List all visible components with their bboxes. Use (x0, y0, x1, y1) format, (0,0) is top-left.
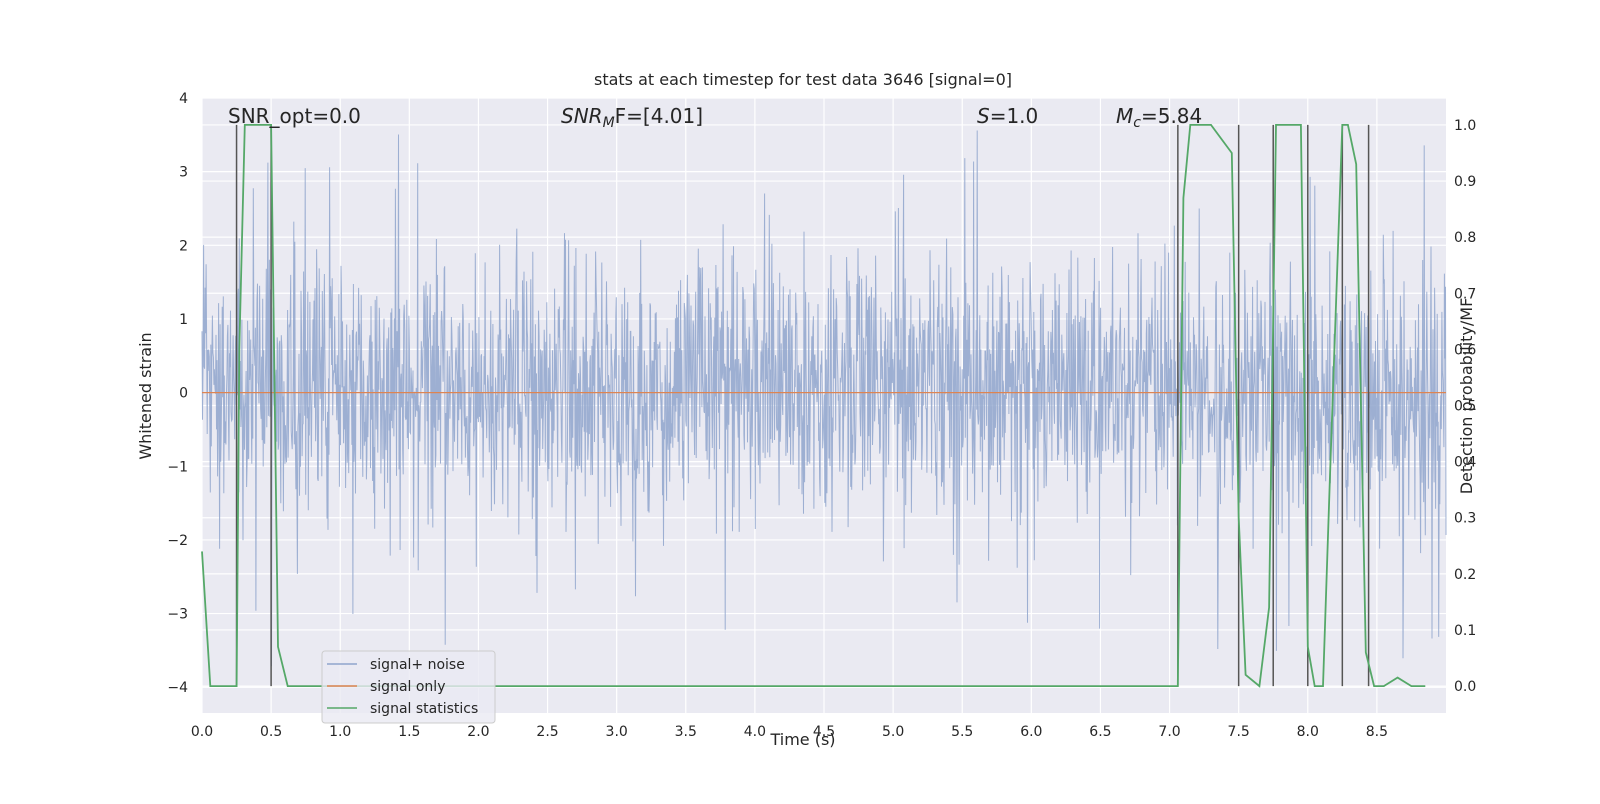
x-tick-label: 0.5 (260, 724, 282, 740)
x-tick-label: 5.0 (882, 724, 904, 740)
signal-statistics-line (201, 124, 1426, 688)
x-tick-label: 0.0 (191, 724, 213, 740)
legend-box (321, 650, 496, 724)
y-tick-label: 1 (179, 312, 188, 328)
y-axis-right-label: Detection probability/MF (1457, 298, 1476, 495)
tick-labels: 0.0 0.5 1.0 1.5 2.0 2.5 3.0 3.5 4.0 4.5 5.0 5.5 6.0 6… (167, 91, 1476, 740)
y-right-tick-label: 0.2 (1454, 567, 1476, 583)
y-right-tick-label: 0.5 (1454, 399, 1476, 415)
x-tick-label: 3.5 (675, 724, 697, 740)
annotation-snr-mf: SNRMF=[4.01] (561, 104, 703, 131)
x-tick-label: 6.0 (1020, 724, 1042, 740)
y-right-tick-label: 0.9 (1454, 174, 1476, 190)
y-tick-label: 2 (179, 238, 188, 254)
x-tick-label: 4.0 (744, 724, 766, 740)
legend-label-statistics: signal statistics (370, 701, 478, 717)
y-tick-label: 0 (179, 386, 188, 402)
x-tick-label: 8.0 (1297, 724, 1319, 740)
x-tick-label: 3.0 (606, 724, 628, 740)
legend-label-signal-only: signal only (370, 679, 445, 695)
x-tick-label: 7.0 (1158, 724, 1180, 740)
y-tick-label: −2 (167, 533, 188, 549)
y-tick-label: 3 (179, 165, 188, 181)
chart-title: stats at each timestep for test data 364… (594, 70, 1012, 89)
x-tick-label: 8.5 (1366, 724, 1388, 740)
x-tick-label: 1.0 (329, 724, 351, 740)
annotation-mc: Mc=5.84 (1116, 104, 1202, 131)
y-right-tick-label: 0.6 (1454, 342, 1476, 358)
legend-label-noise: signal+ noise (370, 657, 465, 673)
y-tick-label: 4 (179, 91, 188, 107)
y-axis-label: Whitened strain (136, 332, 155, 459)
x-tick-label: 1.5 (398, 724, 420, 740)
y-right-tick-label: 0.7 (1454, 286, 1476, 302)
x-tick-label: 6.5 (1089, 724, 1111, 740)
x-tick-label: 2.5 (536, 724, 558, 740)
y-tick-label: −3 (167, 607, 188, 623)
y-tick-label: −4 (167, 680, 188, 696)
x-tick-label: 4.5 (813, 724, 835, 740)
annotation-snr-opt: SNR_opt=0.0 (228, 104, 361, 128)
x-axis-label: Time (s) (769, 730, 835, 749)
vertical-markers (235, 124, 1370, 687)
y-tick-label: −1 (167, 459, 188, 475)
x-tick-label: 2.0 (467, 724, 489, 740)
y-right-tick-label: 0.0 (1454, 679, 1476, 695)
y-right-tick-label: 0.1 (1454, 623, 1476, 639)
legend: signal+ noise signal only signal statist… (321, 650, 496, 724)
x-tick-label: 7.5 (1228, 724, 1250, 740)
y-right-tick-label: 1.0 (1454, 118, 1476, 134)
y-right-tick-label: 0.3 (1454, 511, 1476, 527)
y-right-tick-label: 0.8 (1454, 230, 1476, 246)
y-right-tick-label: 0.4 (1454, 455, 1476, 471)
annotation-s: S=1.0 (977, 104, 1038, 128)
x-tick-label: 5.5 (951, 724, 973, 740)
